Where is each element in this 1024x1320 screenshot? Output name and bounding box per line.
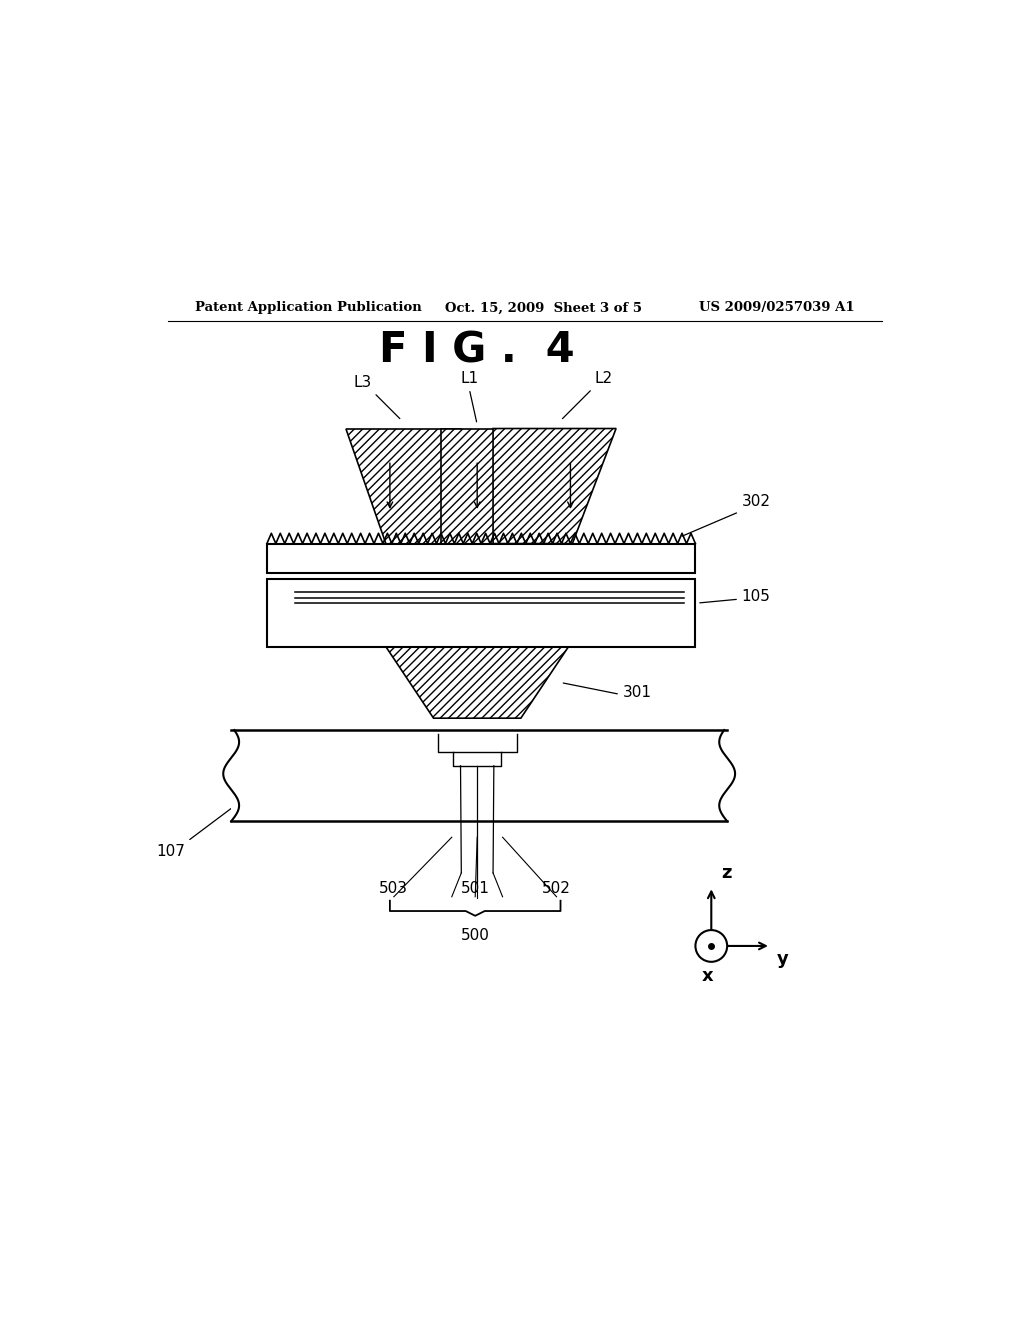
- Text: 503: 503: [379, 880, 409, 896]
- Text: 302: 302: [741, 495, 770, 510]
- Circle shape: [695, 931, 727, 962]
- Text: 301: 301: [623, 685, 651, 701]
- Text: US 2009/0257039 A1: US 2009/0257039 A1: [699, 301, 855, 314]
- Text: 502: 502: [542, 880, 571, 896]
- Text: F I G .  4: F I G . 4: [379, 330, 575, 372]
- Text: Oct. 15, 2009  Sheet 3 of 5: Oct. 15, 2009 Sheet 3 of 5: [445, 301, 642, 314]
- Text: 105: 105: [741, 589, 770, 605]
- Text: Patent Application Publication: Patent Application Publication: [196, 301, 422, 314]
- Text: 500: 500: [461, 928, 489, 944]
- Text: L2: L2: [595, 371, 612, 387]
- Bar: [267, 579, 695, 647]
- Text: x: x: [701, 966, 713, 985]
- Text: 501: 501: [461, 880, 489, 896]
- Polygon shape: [441, 429, 513, 544]
- Text: 107: 107: [157, 843, 185, 858]
- Polygon shape: [386, 647, 568, 718]
- Text: y: y: [777, 950, 788, 968]
- Text: z: z: [721, 865, 731, 883]
- Text: L3: L3: [353, 375, 372, 391]
- Polygon shape: [346, 429, 461, 544]
- Bar: [267, 544, 695, 573]
- Polygon shape: [494, 429, 616, 544]
- Bar: [231, 730, 727, 821]
- Text: L1: L1: [460, 371, 478, 387]
